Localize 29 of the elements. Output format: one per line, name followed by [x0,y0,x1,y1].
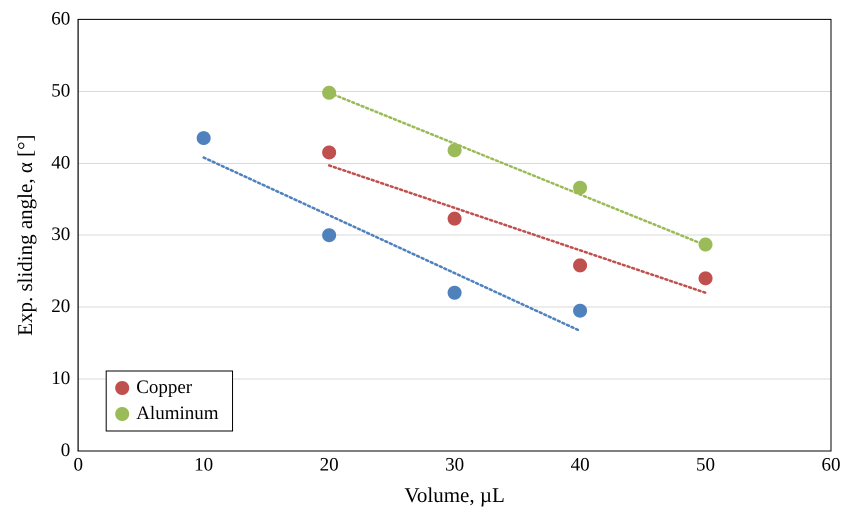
x-tick-label: 50 [696,454,716,476]
y-tick-label: 60 [51,8,70,30]
y-tick-label: 20 [51,296,70,318]
y-tick-label: 10 [51,368,70,390]
point [322,145,336,160]
point [573,180,588,195]
point [448,143,462,158]
point [573,258,588,272]
legend-label: Aluminum [136,402,219,424]
point [448,212,462,226]
x-tick-label: 20 [320,454,339,476]
y-tick-label: 30 [51,224,70,246]
y-tick-label: 0 [60,440,70,461]
y-axis-title: Exp. sliding angle, α [°] [13,134,38,336]
x-tick-label: 60 [822,454,840,476]
point [322,86,336,100]
y-tick-label: 50 [51,80,70,102]
point [448,286,462,300]
x-tick-label: 40 [570,454,590,476]
point [322,228,336,242]
point [698,238,713,252]
legend-label: Copper [136,376,193,398]
x-axis-title: Volume, µL [404,482,505,507]
x-tick-label: 30 [445,454,464,476]
point [196,131,211,146]
y-tick-label: 40 [51,152,70,174]
point [698,271,713,286]
point [573,304,588,318]
x-tick-label: 10 [194,454,214,476]
